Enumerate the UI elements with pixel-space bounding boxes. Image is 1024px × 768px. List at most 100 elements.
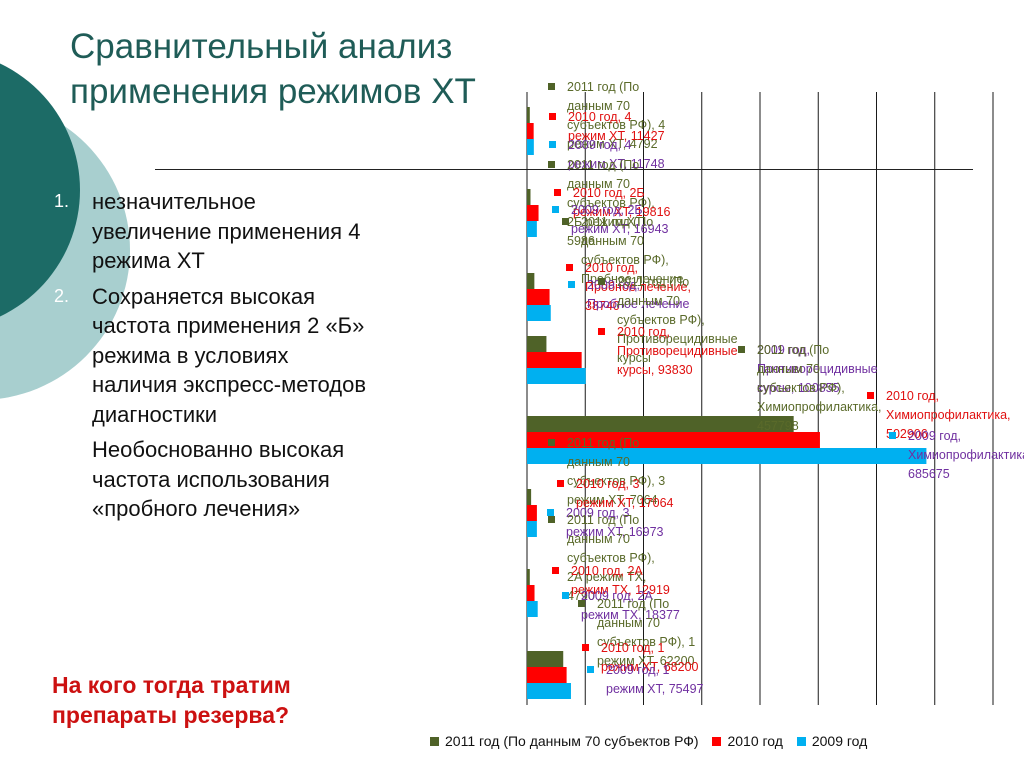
label-marker-2010 (582, 644, 589, 651)
bar-2011-2 (527, 189, 531, 205)
data-label-2011: 2011 год (По (757, 343, 829, 357)
legend-label-2009: 2009 год (811, 733, 868, 749)
label-marker-2009 (587, 666, 594, 673)
legend-swatch-2011 (430, 737, 439, 746)
data-label-2009: курсы, 100855 (757, 381, 840, 395)
bar-2011-1 (527, 107, 530, 123)
data-label-2011: субъектов РФ), (567, 196, 655, 210)
data-label-2011: субъектов РФ), (617, 313, 705, 327)
data-label-2010: курсы, 93830 (617, 363, 693, 377)
label-marker-2010 (554, 189, 561, 196)
data-label-2009: режим ХТ, 11748 (568, 157, 665, 171)
bullet-list: 1. незначительное увеличение применения … (50, 187, 370, 530)
bar-2010-2 (527, 205, 539, 221)
data-label-2009: 2009 год, 2Б (571, 203, 643, 217)
label-marker-2011 (548, 161, 555, 168)
legend-item-2011: 2011 год (По данным 70 субъектов РФ) (430, 733, 702, 749)
data-label-2011: 457798 (757, 419, 799, 433)
data-label-2010: Химиопрофилактика, (886, 408, 1011, 422)
data-label-2011: 2011 год (По (581, 215, 653, 229)
data-label-2010: 2010 год, (585, 261, 638, 275)
data-label-2010: 2010 год, 3 (576, 477, 639, 491)
title-divider (155, 169, 973, 170)
label-marker-2009 (549, 141, 556, 148)
bar-2010-1 (527, 123, 534, 139)
data-label-2010: Противорецидивные (617, 344, 738, 358)
data-label-2010: 502906 (886, 427, 928, 441)
data-label-2011: режим ХТ, 7064 (567, 493, 658, 507)
data-label-2010: 2010 год, 2А (571, 564, 643, 578)
legend-label-2010: 2010 год (727, 733, 783, 749)
data-label-2010: режим ХТ, 68200 (601, 660, 699, 674)
bar-2010-5 (527, 432, 820, 448)
bar-2011-3 (527, 273, 535, 289)
data-label-2010: Пробное лечение, (585, 280, 691, 294)
data-label-2009: 2009 год, 4 (568, 138, 631, 152)
data-label-2011: субъектов РФ), 1 (597, 635, 695, 649)
legend-swatch-2009 (796, 737, 806, 746)
data-label-2011: Противорецидивные (617, 332, 738, 346)
bar-2010-3 (527, 289, 550, 305)
label-marker-2009 (562, 592, 569, 599)
label-marker-2010 (566, 264, 573, 271)
legend-swatch-2010 (712, 737, 722, 746)
bar-2009-6 (527, 521, 537, 537)
label-marker-2010 (598, 328, 605, 335)
data-label-2011: 2Б режим ХТ, (567, 215, 645, 229)
data-label-2009: 685675 (908, 467, 950, 481)
list-item-text: незначительное увеличение применения 4 р… (92, 189, 361, 273)
data-label-2011: данным 70 (567, 99, 630, 113)
list-number: 1. (54, 191, 70, 211)
data-label-2010: 2010 год, (886, 389, 939, 403)
data-label-2010: режим ХТ, 19816 (573, 205, 671, 219)
dark-teal-circle (0, 63, 80, 317)
bar-2010-6 (527, 505, 537, 521)
label-marker-2011 (578, 600, 585, 607)
data-label-2010: 2010 год, 2Б (573, 186, 645, 200)
data-label-2011: 2011 год (По (567, 513, 639, 527)
data-label-2009: Противорецидивные (757, 362, 878, 376)
data-label-2010: 2010 год, (617, 325, 670, 339)
bar-2010-4 (527, 352, 582, 368)
label-marker-2011 (738, 346, 745, 353)
bar-2009-7 (527, 601, 538, 617)
data-label-2011: данным 70 (581, 234, 644, 248)
label-marker-2011 (548, 439, 555, 446)
legend-label-2011: 2011 год (По данным 70 субъектов РФ) (445, 733, 699, 749)
bar-2011-4 (527, 336, 547, 352)
data-label-2009: Химиопрофилактика, (908, 448, 1024, 462)
label-marker-2010 (552, 567, 559, 574)
bar-2011-6 (527, 489, 532, 505)
bar-2009-4 (527, 368, 586, 384)
data-label-2011: субъектов РФ), (757, 381, 845, 395)
bar-2010-8 (527, 667, 567, 683)
data-label-2009: 2009 год, (908, 429, 961, 443)
bar-2009-1 (527, 139, 534, 155)
data-label-2009: режим ХТ, 16943 (571, 222, 669, 236)
data-label-2010: 2010 год, 1 (601, 641, 664, 655)
data-label-2010: режим ХТ, 17064 (576, 496, 674, 510)
label-marker-2011 (548, 516, 555, 523)
bar-2009-3 (527, 305, 551, 321)
data-label-2011: 2А режим ТХ, (567, 570, 646, 584)
data-label-2009: режим ХТ, 16973 (566, 525, 664, 539)
data-label-2009: 2009 год, 1 (606, 663, 669, 677)
bar-2009-2 (527, 221, 537, 237)
data-label-2010: режим ХТ, 11427 (568, 129, 665, 143)
list-number: 2. (54, 285, 70, 306)
data-label-2011: 4790 (567, 589, 595, 603)
data-label-2011: данным 70 (597, 616, 660, 630)
list-item: 1. незначительное увеличение применения … (50, 187, 370, 276)
list-item: 2. Сохраняется высокая частота применени… (50, 282, 370, 430)
chart-legend: 2011 год (По данным 70 субъектов РФ) 201… (430, 733, 877, 749)
data-label-2011: данным 70 (757, 362, 820, 376)
list-item-text: Необоснованно высокая частота использова… (92, 437, 345, 521)
data-label-2011: данным 70 (567, 532, 630, 546)
bar-2010-7 (527, 585, 535, 601)
bar-2009-5 (527, 448, 927, 464)
data-label-2011: режим ХТ, 4792 (567, 137, 658, 151)
data-label-2009: режим ТХ, 18377 (581, 608, 680, 622)
bar-2011-8 (527, 651, 564, 667)
